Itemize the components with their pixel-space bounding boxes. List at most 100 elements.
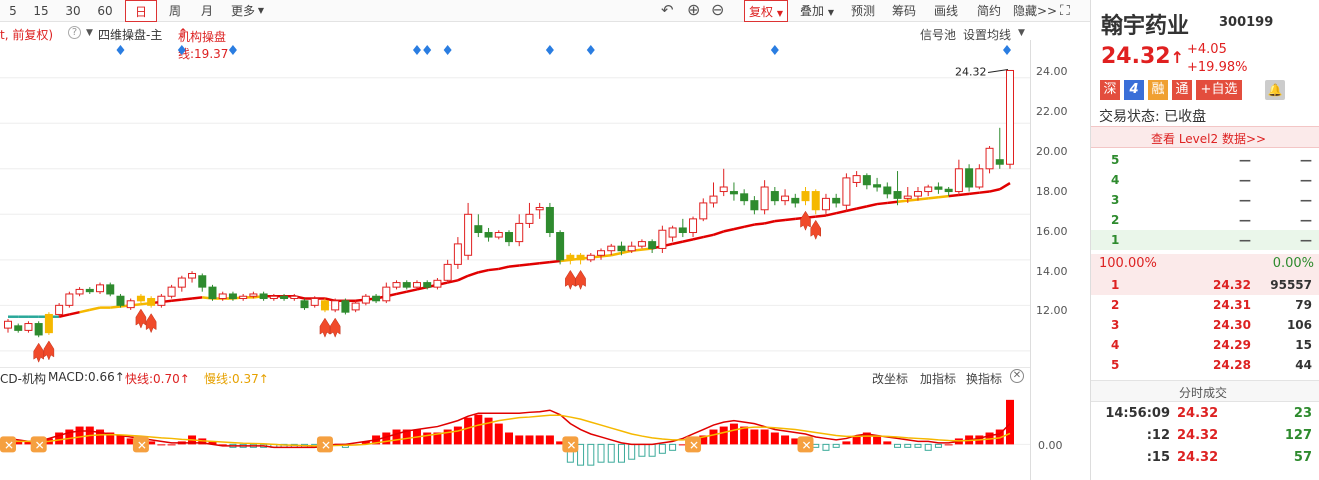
connect-badge[interactable]: 通 xyxy=(1172,80,1192,100)
ma-setting-chevron-icon[interactable]: ▼ xyxy=(1018,28,1025,38)
period-month[interactable]: 月 xyxy=(200,4,213,18)
ma-line-segment xyxy=(917,197,929,201)
bid-volume: 15 xyxy=(1295,338,1312,352)
ask-volume: — xyxy=(1300,233,1312,247)
bid-level: 1 xyxy=(1111,278,1120,292)
chips-button[interactable]: 筹码 xyxy=(892,4,917,18)
overlay-button[interactable]: 叠加 ▼ xyxy=(800,4,834,18)
trades-title: 分时成交 xyxy=(1179,386,1228,400)
macd-bar xyxy=(96,429,105,445)
trade-price: 24.32 xyxy=(1177,428,1219,443)
macd-bar xyxy=(218,444,227,446)
macd-bar xyxy=(719,426,728,445)
draw-button[interactable]: 画线 xyxy=(934,4,959,18)
ma-line-segment xyxy=(968,191,980,196)
macd-bar xyxy=(812,443,820,448)
candle-body xyxy=(586,254,595,261)
candle-body xyxy=(699,202,708,220)
ma-line-segment xyxy=(713,230,725,236)
macd-bar xyxy=(842,441,851,445)
cross-marker xyxy=(797,436,814,453)
simple-button[interactable]: 简约 xyxy=(977,4,1002,18)
macd-bar xyxy=(535,435,544,445)
cross-marker xyxy=(562,436,579,453)
add-indicator-button[interactable]: 加指标 xyxy=(920,372,957,386)
ma-line-segment xyxy=(815,214,827,218)
zoom-in-icon[interactable]: ⊕ xyxy=(687,0,701,19)
add-watchlist-button[interactable]: +自选 xyxy=(1196,80,1242,100)
candle-body xyxy=(515,222,524,243)
macd-bar xyxy=(944,444,953,446)
macd-fast-line xyxy=(7,409,1011,449)
last-price-arrow xyxy=(987,68,1009,73)
macd-bar xyxy=(464,417,473,445)
ma-line-segment xyxy=(396,290,408,296)
candlestick-chart[interactable]: 24.32 xyxy=(0,40,1030,370)
lightning-icon[interactable]: 4 xyxy=(1124,80,1144,100)
switch-indicator-button[interactable]: 换指标 xyxy=(966,372,1003,386)
macd-bar xyxy=(208,441,217,445)
ma-setting-button[interactable]: 设置均线 xyxy=(963,28,1012,42)
period-60[interactable]: 60 xyxy=(97,4,113,18)
candle-body xyxy=(617,245,626,252)
period-day[interactable]: 日 xyxy=(125,0,157,22)
candle-body xyxy=(14,325,23,331)
period-30[interactable]: 30 xyxy=(65,4,81,18)
period-5[interactable]: 5 xyxy=(9,4,17,18)
bid-level: 5 xyxy=(1111,358,1120,372)
candle-body xyxy=(668,227,677,238)
macd-bar xyxy=(914,443,922,448)
ma-line-segment xyxy=(682,238,694,243)
indicator-name[interactable]: 四维操盘-主 xyxy=(98,28,163,42)
macd-bar xyxy=(147,441,156,445)
macd-bar xyxy=(822,443,830,451)
bid-level: 3 xyxy=(1111,318,1120,332)
macd-bar xyxy=(24,441,33,445)
triangle-down-icon[interactable]: ▼ xyxy=(86,28,93,38)
y-tick-22: 22.00 xyxy=(1036,105,1068,118)
bell-icon[interactable]: 🔔 xyxy=(1265,80,1285,100)
zoom-out-icon[interactable]: ⊖ xyxy=(711,0,725,19)
bid-price: 24.28 xyxy=(1213,358,1251,372)
ma-line-segment xyxy=(774,218,786,223)
candle-body xyxy=(116,295,125,306)
help-icon[interactable]: ? xyxy=(68,26,81,39)
fullscreen-icon[interactable]: ⛶ xyxy=(1060,3,1070,19)
candle-body xyxy=(464,213,473,256)
ma-line-segment xyxy=(876,201,888,206)
ma-line-segment xyxy=(856,205,868,210)
margin-badge[interactable]: 融 xyxy=(1148,80,1168,100)
macd-chart[interactable]: ✕ ✕ ✕ ✕ ✕ ✕ ✕ xyxy=(0,385,1030,480)
chevron-down-icon[interactable]: ▼ xyxy=(257,6,265,15)
candle-body xyxy=(228,293,237,300)
ma-line-segment xyxy=(907,198,919,202)
level2-bar[interactable]: 查看 Level2 数据>> xyxy=(1091,126,1319,148)
candle-body xyxy=(126,300,135,309)
close-icon[interactable]: ✕ xyxy=(1010,369,1024,383)
fuquan-button[interactable]: 复权 ▼ xyxy=(744,0,788,22)
signal-diamond xyxy=(177,45,186,55)
level2-link[interactable]: 查看 Level2 数据>> xyxy=(1151,132,1267,146)
candle-body xyxy=(995,159,1004,165)
forecast-button[interactable]: 预测 xyxy=(851,4,876,18)
undo-icon[interactable]: ↶ xyxy=(661,1,674,19)
candle-body xyxy=(382,286,391,302)
period-more[interactable]: 更多 xyxy=(230,4,255,18)
trade-volume: 23 xyxy=(1293,406,1312,421)
period-week[interactable]: 周 xyxy=(168,4,181,18)
macd-slow: 慢线:0.37↑ xyxy=(204,372,269,386)
hide-button[interactable]: 隐藏>> xyxy=(1013,4,1058,18)
candle-body xyxy=(729,191,738,195)
period-15[interactable]: 15 xyxy=(33,4,49,18)
indicator-infobar: t, 前复权) ? ▼ 四维操盘-主 机构操盘线:19.37 ↑ 信号池 设置均线… xyxy=(0,24,1030,61)
candle-body xyxy=(801,191,810,202)
signal-pool-button[interactable]: 信号池 xyxy=(920,28,957,42)
rocket-icon xyxy=(800,210,811,231)
ask-row: 4 — — xyxy=(1091,170,1319,190)
cross-marker-icon: ✕ xyxy=(689,438,699,452)
market-sz-badge[interactable]: 深 xyxy=(1100,80,1120,100)
change-axis-button[interactable]: 改坐标 xyxy=(872,372,909,386)
macd-bar xyxy=(494,423,503,445)
trade-time: :15 xyxy=(1146,450,1170,465)
ask-volume: — xyxy=(1300,173,1312,187)
